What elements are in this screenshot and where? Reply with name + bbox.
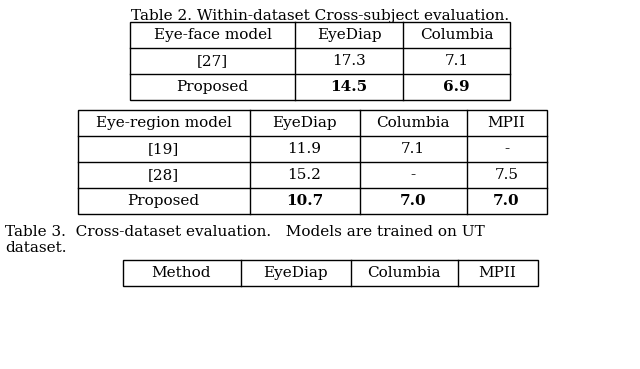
Text: 17.3: 17.3 [332,54,366,68]
Text: Eye-face model: Eye-face model [154,28,271,42]
Text: 15.2: 15.2 [287,168,321,182]
Text: Table 2. Within-dataset Cross-subject evaluation.: Table 2. Within-dataset Cross-subject ev… [131,9,509,23]
Text: 7.1: 7.1 [401,142,425,156]
Text: 7.0: 7.0 [493,194,520,208]
Text: [27]: [27] [197,54,228,68]
Text: Eye-region model: Eye-region model [95,116,232,130]
Text: EyeDiap: EyeDiap [272,116,337,130]
Text: 6.9: 6.9 [443,80,470,94]
Text: Columbia: Columbia [376,116,450,130]
Text: 14.5: 14.5 [330,80,367,94]
Bar [122,260,538,286]
Text: -: - [504,142,509,156]
Text: EyeDiap: EyeDiap [317,28,381,42]
Text: Columbia: Columbia [367,266,441,280]
Text: Columbia: Columbia [420,28,493,42]
Text: dataset.: dataset. [5,241,67,255]
Text: [19]: [19] [148,142,179,156]
Text: MPII: MPII [488,116,525,130]
Text: [28]: [28] [148,168,179,182]
Text: Method: Method [152,266,211,280]
Text: 11.9: 11.9 [287,142,321,156]
Text: Table 3.  Cross-dataset evaluation.   Models are trained on UT: Table 3. Cross-dataset evaluation. Model… [5,225,484,239]
Text: 7.0: 7.0 [400,194,426,208]
Bar [130,22,510,100]
Text: MPII: MPII [479,266,516,280]
Text: EyeDiap: EyeDiap [263,266,328,280]
Text: 7.1: 7.1 [444,54,468,68]
Text: 10.7: 10.7 [286,194,323,208]
Text: -: - [410,168,415,182]
Text: Proposed: Proposed [127,194,200,208]
Text: Proposed: Proposed [177,80,248,94]
Bar [77,110,547,214]
Text: 7.5: 7.5 [495,168,518,182]
